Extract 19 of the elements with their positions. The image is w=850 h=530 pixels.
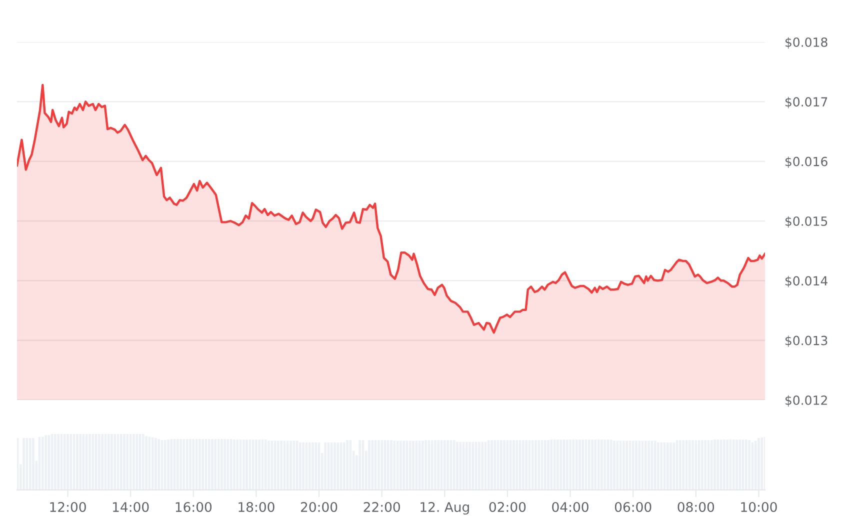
y-tick-label: $0.015 xyxy=(785,216,828,228)
x-tick-label: 02:00 xyxy=(489,502,526,512)
y-tick-label: $0.017 xyxy=(785,96,828,108)
y-tick-label: $0.013 xyxy=(785,336,828,347)
y-tick-label: $0.018 xyxy=(785,37,828,49)
x-tick-label: 08:00 xyxy=(678,502,714,512)
x-tick-label: 06:00 xyxy=(614,502,652,512)
x-tick-label: 14:00 xyxy=(113,502,149,512)
x-tick-label: 18:00 xyxy=(238,502,274,512)
x-tick-label: 20:00 xyxy=(300,502,338,512)
x-tick-label: 16:00 xyxy=(176,502,212,512)
x-tick-label: 12. Aug xyxy=(420,502,469,515)
x-tick-label: 10:00 xyxy=(741,502,777,512)
x-tick-label: 04:00 xyxy=(552,502,588,512)
y-tick-label: $0.012 xyxy=(785,395,827,407)
x-tick-label: 12:00 xyxy=(50,502,86,512)
x-tick-label: 22:00 xyxy=(364,502,400,512)
y-tick-label: $0.014 xyxy=(785,276,828,288)
y-tick-label: $0.016 xyxy=(785,156,828,168)
